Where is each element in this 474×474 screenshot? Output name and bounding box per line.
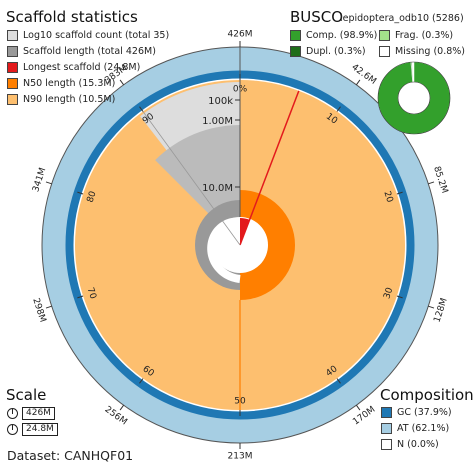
radius-circle-icon <box>7 424 18 435</box>
percent-tick <box>139 378 144 384</box>
scale-longest-value: 24.8M <box>22 423 58 436</box>
percent-tick-label: 80 <box>86 190 99 204</box>
legend-label-n90: N90 length (10.5M) <box>23 94 116 105</box>
dataset-label: Dataset: CANHQF01 <box>7 448 134 463</box>
busco-title: BUSCO <box>290 8 344 26</box>
outer-tick <box>428 305 435 309</box>
outer-tick-label: 128M <box>433 297 450 324</box>
length-swatch <box>7 46 18 57</box>
busco-legend-row: Frag. (0.3%) <box>379 30 453 41</box>
n-label: N (0.0%) <box>397 439 439 450</box>
outer-tick <box>119 79 125 86</box>
gc-swatch <box>381 407 392 418</box>
scaffold-legend-row: N50 length (15.3M) <box>7 78 115 89</box>
composition-legend-row: GC (37.9%) <box>381 407 452 418</box>
radial-tick-label: 10.0M <box>202 183 233 194</box>
scale-title: Scale <box>6 386 47 404</box>
scaffold-statistics-title: Scaffold statistics <box>6 8 138 26</box>
outer-tick <box>355 404 361 411</box>
busco-legend-row: Comp. (98.9%) <box>290 30 377 41</box>
composition-legend-row: N (0.0%) <box>381 439 439 450</box>
percent-tick-label: 70 <box>85 286 98 300</box>
legend-label-length: Scaffold length (total 426M) <box>23 46 156 57</box>
outer-tick <box>45 305 52 309</box>
busco-fragmented-swatch <box>379 30 390 41</box>
scaffold-legend-row: Longest scaffold (24.8M) <box>7 62 140 73</box>
scaffold-legend-row: N90 length (10.5M) <box>7 94 115 105</box>
full-circle-icon <box>7 408 18 419</box>
busco-duplicated-swatch <box>290 46 301 57</box>
outer-tick-label: 256M <box>103 405 129 428</box>
longest-line <box>239 90 300 246</box>
scaffold-legend-row: Log10 scaffold count (total 35) <box>7 30 169 41</box>
outer-tick <box>355 79 361 86</box>
length-spiral <box>207 217 241 283</box>
n-swatch <box>381 439 392 450</box>
busco-legend-row: Missing (0.8%) <box>379 46 465 57</box>
percent-tick-label: 30 <box>382 286 395 300</box>
longest-swatch <box>7 62 18 73</box>
at-swatch <box>381 423 392 434</box>
outer-tick-label: 298M <box>30 297 47 324</box>
radial-tick-label: 100k <box>208 96 233 107</box>
percent-tick <box>77 295 84 299</box>
scale-row-longest: 24.8M <box>7 423 58 436</box>
outer-tick <box>119 404 125 411</box>
n90-swatch <box>7 94 18 105</box>
outer-tick-label: 213M <box>228 452 253 462</box>
busco-complete-swatch <box>290 30 301 41</box>
busco-complete-label: Comp. (98.9%) <box>306 30 378 41</box>
count-swatch <box>7 30 18 41</box>
n50-swatch <box>7 78 18 89</box>
busco-inner-hole <box>397 81 431 115</box>
busco-missing-swatch <box>379 46 390 57</box>
legend-label-n50: N50 length (15.3M) <box>23 78 116 89</box>
legend-label-longest: Longest scaffold (24.8M) <box>23 62 141 73</box>
scale-span-value: 426M <box>22 407 55 420</box>
busco-outer-edge <box>377 61 451 135</box>
outer-tick-label: 426M <box>228 30 253 40</box>
outer-tick-label: 85.2M <box>431 165 449 195</box>
scaffold-legend-row: Scaffold length (total 426M) <box>7 46 156 57</box>
busco-missing-label: Missing (0.8%) <box>395 46 465 57</box>
n90-boundary <box>142 111 241 246</box>
busco-duplicated-label: Dupl. (0.3%) <box>306 46 366 57</box>
percent-tick-label: 20 <box>381 190 394 204</box>
outer-tick-label: 170M <box>351 405 377 428</box>
outer-tick-label: 341M <box>31 167 48 194</box>
percent-tick-label: 0% <box>233 85 248 95</box>
busco-fragmented-label: Frag. (0.3%) <box>395 30 454 41</box>
composition-legend-row: AT (62.1%) <box>381 423 449 434</box>
percent-tick <box>77 191 84 195</box>
scale-row-span: 426M <box>7 407 55 420</box>
busco-lineage: lepidoptera_odb10 (5286) <box>340 13 464 24</box>
composition-title: Composition <box>380 386 474 404</box>
percent-tick <box>396 295 403 299</box>
gc-label: GC (37.9%) <box>397 407 452 418</box>
percent-tick <box>336 106 341 112</box>
at-label: AT (62.1%) <box>397 423 450 434</box>
outer-tick <box>428 181 435 185</box>
radial-tick-label: 1.00M <box>202 116 233 127</box>
busco-legend-row: Dupl. (0.3%) <box>290 46 366 57</box>
percent-tick-label: 50 <box>234 397 246 407</box>
percent-tick <box>336 378 341 384</box>
outer-tick <box>45 181 52 185</box>
percent-tick <box>139 106 144 112</box>
percent-tick <box>396 191 403 195</box>
legend-label-count: Log10 scaffold count (total 35) <box>23 30 170 41</box>
